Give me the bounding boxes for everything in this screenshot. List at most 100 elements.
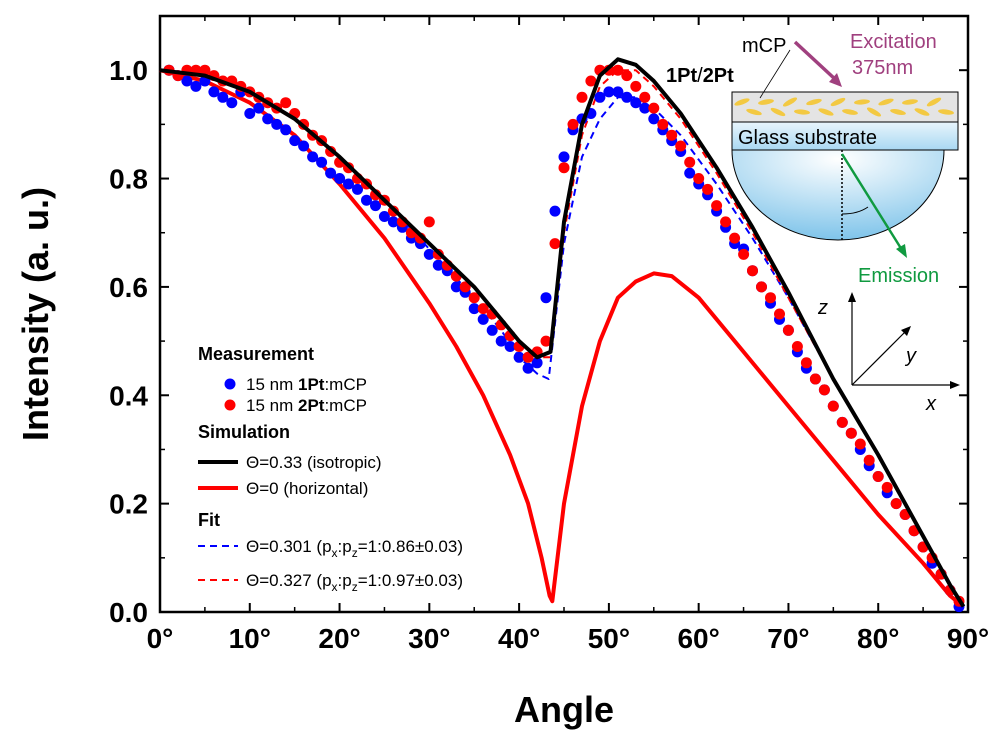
x-tick-label: 40° <box>498 623 540 654</box>
molecule <box>818 108 834 116</box>
data-point-1pt <box>468 303 480 315</box>
molecule <box>734 98 750 106</box>
legend-marker-2pt <box>224 399 236 411</box>
data-point-2pt <box>612 64 624 76</box>
coordinate-axes: z y x <box>817 292 960 415</box>
data-point-2pt <box>774 308 785 320</box>
data-point-1pt <box>450 281 462 293</box>
molecule <box>782 97 798 107</box>
data-point-1pt <box>648 113 660 125</box>
molecule <box>806 98 822 106</box>
data-point-2pt <box>791 341 803 352</box>
data-point-1pt <box>513 351 525 363</box>
data-point-2pt <box>809 373 821 385</box>
data-point-2pt <box>576 91 588 103</box>
molecule <box>938 109 954 115</box>
molecule <box>914 108 930 116</box>
inset-excitation-arrow <box>793 40 838 82</box>
y-tick-label: 0.8 <box>109 164 148 195</box>
data-point-1pt <box>289 135 301 147</box>
data-point-2pt <box>199 64 211 76</box>
inset-dome <box>731 149 945 241</box>
data-point-2pt <box>522 351 534 363</box>
legend-label-isotropic: Θ=0.33 (isotropic) <box>246 453 382 472</box>
data-point-2pt <box>666 129 678 141</box>
data-point-2pt <box>738 248 750 260</box>
legend-heading-simulation: Simulation <box>198 422 290 442</box>
legend-heading-measurement: Measurement <box>198 344 314 364</box>
data-point-1pt <box>343 178 354 190</box>
data-point-2pt <box>872 471 884 482</box>
series-line-isotropic <box>159 57 966 608</box>
data-point-2pt <box>827 400 839 412</box>
y-tick-label: 0.6 <box>109 272 148 303</box>
data-point-2pt <box>621 70 633 82</box>
legend-heading-fit: Fit <box>198 510 220 530</box>
data-point-2pt <box>702 183 714 195</box>
inset-mcp-label: mCP <box>742 35 786 57</box>
data-point-1pt <box>298 140 310 152</box>
molecule <box>890 109 906 115</box>
x-tick-label: 50° <box>588 623 630 654</box>
data-point-1pt <box>387 216 399 228</box>
data-point-1pt <box>370 200 381 212</box>
molecule <box>878 98 894 106</box>
data-point-2pt <box>280 97 292 109</box>
axis-z-label: z <box>817 297 828 319</box>
data-point-1pt <box>226 97 238 109</box>
data-point-1pt <box>549 205 561 217</box>
data-point-1pt <box>217 91 229 103</box>
x-tick-label: 80° <box>857 623 899 654</box>
data-point-1pt <box>244 108 256 119</box>
inset-emitter-label: 1Pt/2Pt <box>666 65 734 87</box>
data-point-2pt <box>881 481 893 493</box>
data-point-1pt <box>352 183 363 195</box>
data-point-2pt <box>854 438 866 450</box>
legend: Measurement 15 nm 1Pt:mCP 15 nm 2Pt:mCP … <box>198 344 463 594</box>
data-point-1pt <box>621 91 633 103</box>
data-point-2pt <box>836 416 848 428</box>
data-point-1pt <box>190 80 202 92</box>
data-point-2pt <box>648 102 660 114</box>
molecule <box>746 108 762 116</box>
y-axis-title: Intensity (a. u.) <box>15 187 56 441</box>
molecule <box>842 109 858 115</box>
data-point-2pt <box>720 216 732 228</box>
y-tick-label: 0.4 <box>109 380 148 411</box>
x-tick-label: 30° <box>408 623 450 654</box>
data-point-2pt <box>423 216 435 228</box>
data-point-1pt <box>531 357 543 369</box>
data-point-1pt <box>684 167 696 179</box>
data-point-2pt <box>684 156 696 168</box>
data-point-1pt <box>504 341 516 352</box>
data-point-1pt <box>262 113 274 125</box>
data-point-2pt <box>468 292 480 304</box>
x-tick-label: 20° <box>318 623 360 654</box>
data-point-2pt <box>558 162 570 174</box>
data-point-1pt <box>361 194 372 206</box>
data-marks <box>159 57 966 613</box>
data-point-1pt <box>307 151 319 163</box>
data-point-1pt <box>316 156 328 168</box>
data-point-2pt <box>863 454 875 466</box>
data-point-1pt <box>208 86 220 98</box>
data-point-2pt <box>585 75 597 87</box>
molecule <box>926 97 942 107</box>
legend-label-2pt: 15 nm 2Pt:mCP <box>246 396 367 415</box>
inset-angle-arc <box>841 206 869 215</box>
legend-label-fit-red: Θ=0.327 (px:pz=1:0.97±0.03) <box>246 571 463 594</box>
data-point-2pt <box>782 324 794 336</box>
inset-emission-label: Emission <box>858 265 939 287</box>
data-point-1pt <box>280 124 292 136</box>
data-point-2pt <box>540 335 552 347</box>
legend-label-horizontal: Θ=0 (horizontal) <box>246 479 368 498</box>
data-point-2pt <box>639 91 651 103</box>
inset-emission-arrow <box>840 153 904 251</box>
data-point-2pt <box>800 357 812 369</box>
inset-emitter-layer <box>731 91 959 123</box>
legend-label-1pt: 15 nm 1Pt:mCP <box>246 375 367 394</box>
inset-mcp-pointer <box>759 49 791 99</box>
inset-schematic: mCP 1Pt/2Pt Glass substrate Emission Exc… <box>666 31 959 287</box>
molecule <box>830 97 846 107</box>
